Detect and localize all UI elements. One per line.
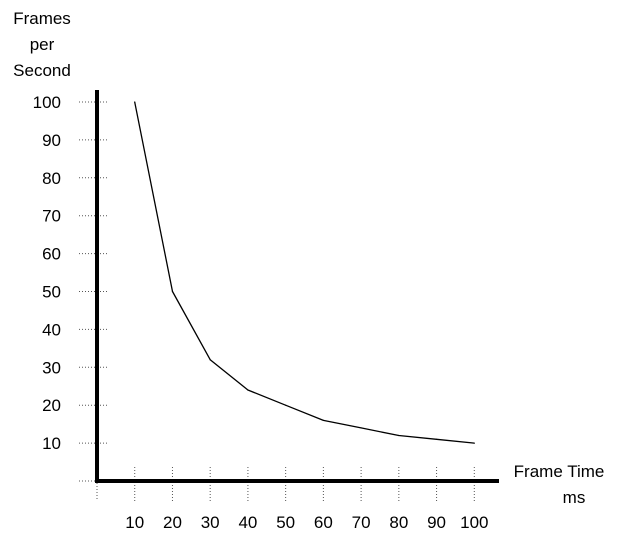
y-tick-label-70: 70 <box>42 207 61 226</box>
x-tick-label-20: 20 <box>163 513 182 532</box>
axes <box>95 90 499 483</box>
x-tick-label-100: 100 <box>460 513 488 532</box>
tick-marks <box>79 101 475 501</box>
y-axis-title-line-2: per <box>30 35 55 54</box>
series-layer <box>134 101 475 444</box>
x-axis-title-line-2: ms <box>563 488 586 507</box>
data-point-30 <box>209 359 211 361</box>
data-point-100 <box>473 442 475 444</box>
x-tick-label-50: 50 <box>276 513 295 532</box>
y-tick-label-30: 30 <box>42 358 61 377</box>
x-axis-title: Frame Time ms <box>514 462 605 507</box>
x-tick-label-90: 90 <box>427 513 446 532</box>
x-tick-label-30: 30 <box>201 513 220 532</box>
y-tick-label-80: 80 <box>42 169 61 188</box>
y-axis-title-line-1: Frames <box>13 9 71 28</box>
y-tick-label-10: 10 <box>42 434 61 453</box>
data-point-70 <box>360 427 362 429</box>
x-tick-label-60: 60 <box>314 513 333 532</box>
data-point-20 <box>171 290 174 293</box>
y-tick-labels: 10 20 30 40 50 60 70 80 90 100 <box>33 93 61 453</box>
y-tick-label-20: 20 <box>42 396 61 415</box>
x-tick-label-80: 80 <box>389 513 408 532</box>
x-tick-label-10: 10 <box>125 513 144 532</box>
y-tick-label-40: 40 <box>42 320 61 339</box>
y-tick-label-90: 90 <box>42 131 61 150</box>
x-tick-label-40: 40 <box>238 513 257 532</box>
x-axis-title-line-1: Frame Time <box>514 462 605 481</box>
x-tick-labels: 10 20 30 40 50 60 70 80 90 100 <box>125 513 488 532</box>
data-point-40 <box>247 389 249 391</box>
data-point-80 <box>398 434 400 437</box>
x-tick-label-70: 70 <box>352 513 371 532</box>
data-point-60 <box>322 419 324 421</box>
y-tick-label-50: 50 <box>42 283 61 302</box>
y-axis-title-line-3: Second <box>13 61 71 80</box>
y-tick-label-100: 100 <box>33 93 61 112</box>
data-point-90 <box>435 438 438 440</box>
y-tick-label-60: 60 <box>42 245 61 264</box>
data-point-50 <box>285 404 287 406</box>
data-point-10 <box>134 101 136 103</box>
y-axis-title: Frames per Second <box>13 9 71 80</box>
series-line-1 <box>134 101 475 444</box>
